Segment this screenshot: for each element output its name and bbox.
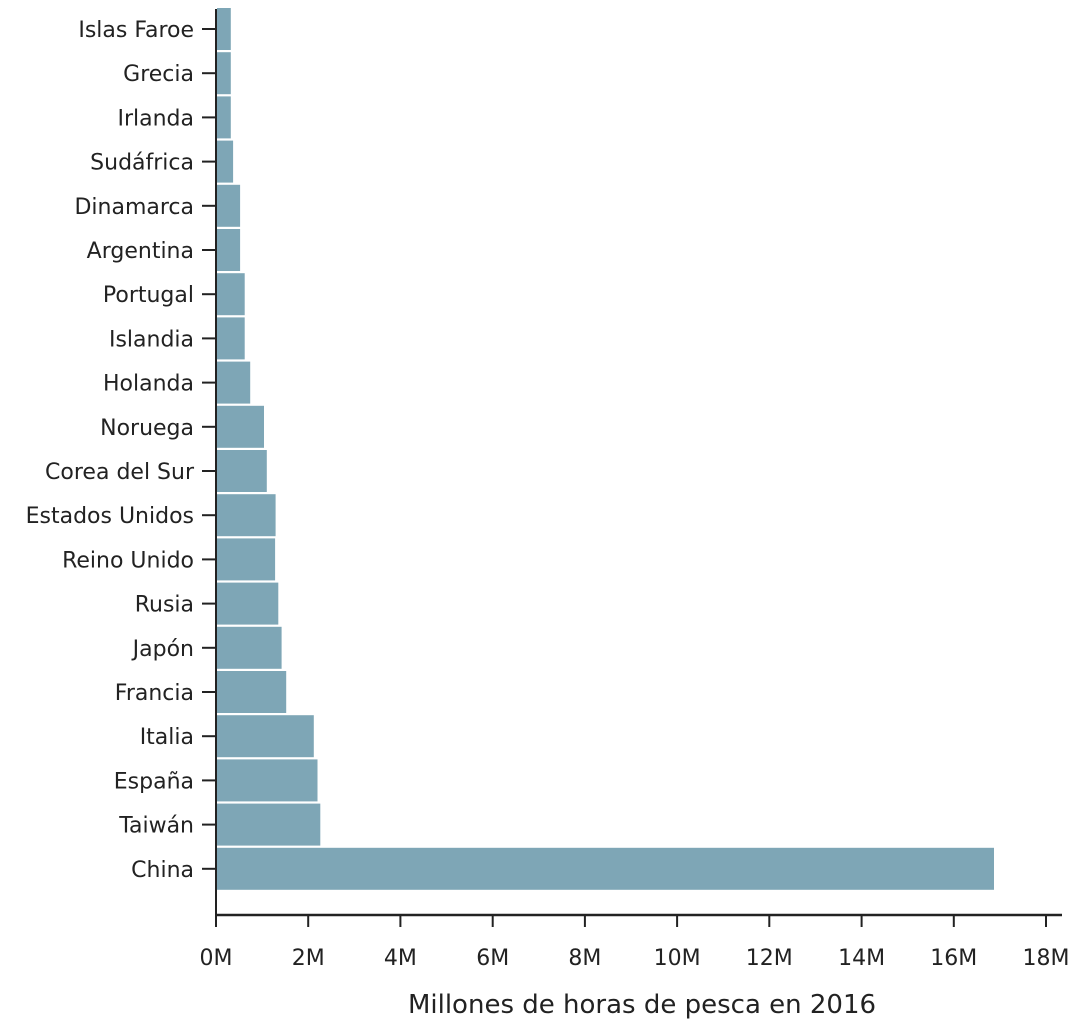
- category-label-1: Grecia: [123, 62, 194, 87]
- x-tick-label-0: 0M: [200, 946, 233, 971]
- bar-11: [217, 494, 276, 537]
- bar-9: [217, 405, 264, 448]
- x-tick-label-9: 18M: [1023, 946, 1070, 971]
- x-tick-label-7: 14M: [838, 946, 885, 971]
- category-label-6: Portugal: [103, 283, 194, 308]
- x-tick-label-1: 2M: [292, 946, 325, 971]
- x-tick-label-2: 4M: [384, 946, 417, 971]
- category-label-10: Corea del Sur: [45, 460, 195, 485]
- bar-3: [217, 140, 234, 183]
- bar-2: [217, 96, 231, 139]
- category-label-5: Argentina: [87, 239, 194, 264]
- bar-1: [217, 52, 231, 95]
- bar-10: [217, 450, 267, 492]
- category-label-15: Francia: [115, 681, 194, 706]
- bar-0: [217, 8, 231, 50]
- category-label-8: Holanda: [103, 372, 194, 397]
- x-tick-label-6: 12M: [746, 946, 793, 971]
- bar-19: [217, 847, 994, 890]
- category-label-9: Noruega: [100, 416, 194, 441]
- x-tick-label-8: 16M: [930, 946, 977, 971]
- category-label-14: Japón: [131, 637, 194, 662]
- axes-layer: [202, 9, 1062, 927]
- bar-8: [217, 361, 251, 404]
- category-label-17: España: [114, 769, 194, 794]
- bar-7: [217, 317, 245, 360]
- category-label-7: Islandia: [109, 327, 194, 352]
- bar-13: [217, 582, 279, 625]
- category-label-19: China: [131, 858, 194, 883]
- category-label-11: Estados Unidos: [26, 504, 194, 529]
- bar-5: [217, 229, 241, 271]
- x-tick-label-3: 6M: [476, 946, 509, 971]
- category-label-3: Sudáfrica: [90, 151, 194, 176]
- bar-14: [217, 626, 282, 669]
- bar-6: [217, 273, 245, 316]
- bar-4: [217, 184, 241, 227]
- labels-layer: Islas Faroe Grecia Irlanda Sudáfrica Dinamar…: [26, 18, 1070, 971]
- x-tick-label-5: 10M: [654, 946, 701, 971]
- category-label-4: Dinamarca: [74, 195, 194, 220]
- category-label-18: Taiwán: [118, 814, 194, 839]
- category-label-12: Reino Unido: [62, 548, 194, 573]
- bar-18: [217, 803, 321, 846]
- bar-12: [217, 538, 276, 581]
- x-axis-title: Millones de horas de pesca en 2016: [408, 990, 876, 1020]
- bar-17: [217, 759, 318, 802]
- category-label-0: Islas Faroe: [78, 18, 194, 43]
- category-label-2: Irlanda: [117, 106, 194, 131]
- bar-15: [217, 671, 287, 713]
- category-label-16: Italia: [140, 725, 194, 750]
- x-tick-label-4: 8M: [568, 946, 601, 971]
- category-label-13: Rusia: [135, 593, 194, 618]
- bar-16: [217, 715, 314, 758]
- bars-layer: [217, 8, 994, 890]
